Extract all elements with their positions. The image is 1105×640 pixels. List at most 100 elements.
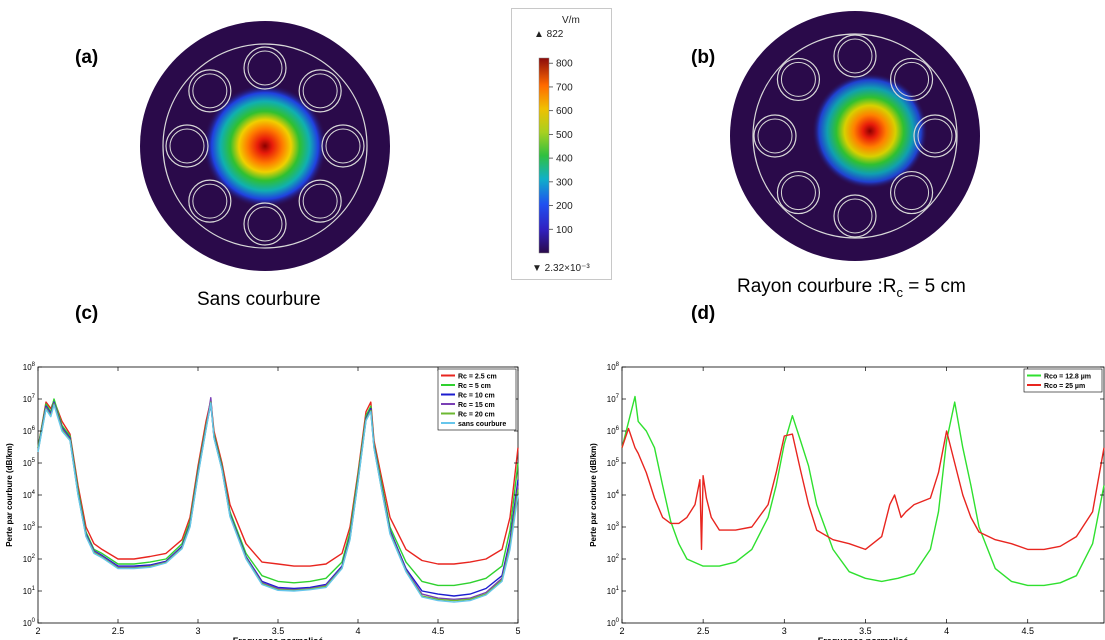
capillary-tube-inner [917, 118, 953, 154]
plot-area [621, 366, 1105, 624]
caption-b-rest: = 5 cm [902, 276, 966, 297]
capillary-tube-outer [188, 179, 232, 223]
capillary-tube-outer [753, 114, 797, 158]
capillary-tube-outer [165, 124, 209, 168]
series-line [37, 399, 519, 567]
x-tick-label: 4.5 [1021, 626, 1034, 636]
y-tick-label: 108 [607, 362, 620, 372]
capillary-tube-inner [837, 198, 873, 234]
y-tick-label: 101 [607, 586, 620, 596]
capillary-tube-outer [188, 69, 232, 113]
capillary-tube-inner [757, 118, 793, 154]
colorbar: V/m ▲ 822 800 700 600 500 400 300 200 100 ▼ 2.3… [532, 15, 590, 274]
colorbar-tick-label: 400 [556, 154, 573, 165]
capillary-tube-inner [302, 73, 338, 109]
x-tick-label: 4 [355, 626, 360, 636]
colorbar-tick-label: 300 [556, 177, 573, 188]
capillary-tube-outer [833, 34, 877, 78]
capillary-tube-outer [321, 124, 365, 168]
y-tick-label: 104 [607, 490, 620, 500]
colorbar-unit: V/m [562, 15, 580, 26]
capillary-tube-inner [325, 128, 361, 164]
x-axis-label: Frequence normalisé [818, 636, 909, 640]
panel-label-c: (c) [75, 303, 99, 324]
fiber-cross-section-b [730, 11, 980, 261]
series-line [37, 402, 519, 603]
caption-b: Rayon courbure :Rc = 5 cm [737, 276, 966, 300]
colorbar-tick-label: 800 [556, 59, 573, 70]
capillary-tube-outer [889, 57, 934, 102]
capillary-tube-inner [837, 38, 873, 74]
y-tick-label: 104 [23, 490, 36, 500]
capillary-tube-outer [776, 57, 821, 102]
y-tick-label: 105 [23, 458, 36, 468]
series-line [621, 427, 1105, 551]
capillary-tube-inner [247, 50, 283, 86]
y-tick-label: 107 [23, 394, 36, 404]
colorbar-min: ▼ 2.32×10⁻³ [532, 263, 590, 274]
legend-entry: Rc = 10 cm [458, 392, 495, 399]
y-tick-label: 101 [23, 586, 36, 596]
colorbar-max: ▲ 822 [534, 29, 564, 40]
capillary-tube-outer [913, 114, 957, 158]
x-tick-label: 2.5 [112, 626, 125, 636]
caption-b-main: Rayon courbure :R [737, 276, 897, 297]
x-tick-label: 3.5 [272, 626, 285, 636]
panel-label-d: (d) [691, 303, 716, 324]
fiber-core-mode-field [812, 73, 928, 189]
chart-d-bend-loss: 100 101 102 103 104 105 106 107 108 2 2.5 3 3.5 4 4.5 F… [589, 362, 1105, 640]
legend-entry: Rc = 2.5 cm [458, 373, 497, 380]
capillary-tube-outer [833, 194, 877, 238]
capillary-tube-outer [776, 170, 821, 215]
x-axis-label: Frequence normalisé [233, 636, 324, 640]
fiber-core-mode-field [203, 84, 327, 208]
series-line [37, 398, 519, 587]
y-tick-label: 103 [607, 522, 620, 532]
x-tick-label: 4.5 [432, 626, 445, 636]
y-tick-label: 102 [23, 554, 36, 564]
capillary-tube-inner [192, 73, 228, 109]
legend-entry: Rc = 20 cm [458, 411, 495, 418]
capillary-tube-outer [298, 69, 342, 113]
capillary-tube-inner [192, 183, 228, 219]
colorbar-tick-label: 500 [556, 130, 573, 141]
colorbar-tick-label: 600 [556, 106, 573, 117]
legend-box [1023, 368, 1103, 393]
y-tick-label: 106 [607, 426, 620, 436]
y-tick-label: 100 [23, 618, 36, 628]
x-tick-label: 5 [515, 626, 520, 636]
legend-entry: Rco = 25 µm [1044, 383, 1085, 390]
x-tick-label: 2 [35, 626, 40, 636]
panel-label-b: (b) [691, 47, 716, 68]
panel-label-a: (a) [75, 47, 99, 68]
capillary-tube-inner [894, 175, 930, 211]
x-tick-label: 2 [619, 626, 624, 636]
x-tick-label: 2.5 [697, 626, 710, 636]
x-tick-label: 3 [195, 626, 200, 636]
y-axis-label: Perte par courbure (dB/km) [5, 443, 14, 547]
capillary-tube-inner [247, 206, 283, 242]
capillary-tube-inner [302, 183, 338, 219]
y-tick-label: 103 [23, 522, 36, 532]
legend-entry: sans courbure [458, 421, 506, 428]
caption-a: Sans courbure [197, 289, 321, 310]
capillary-tube-outer [889, 170, 934, 215]
colorbar-panel: V/m ▲ 822 800 700 600 500 400 300 200 100 ▼ 2.3… [511, 8, 612, 280]
fiber-outer-ring [752, 33, 958, 239]
y-tick-label: 102 [607, 554, 620, 564]
legend-entry: Rco = 12.8 µm [1044, 373, 1091, 380]
capillary-tube-inner [780, 175, 816, 211]
legend-entry: Rc = 15 cm [458, 402, 495, 409]
x-tick-label: 3 [782, 626, 787, 636]
x-tick-label: 4 [944, 626, 949, 636]
capillary-tube-inner [894, 61, 930, 97]
colorbar-tick-label: 100 [556, 225, 573, 236]
capillary-tube-inner [169, 128, 205, 164]
y-axis-label: Perte par courbure (dB/km) [589, 443, 598, 547]
capillary-tube-outer [298, 179, 342, 223]
chart-c-bend-loss: 100 101 102 103 104 105 106 107 108 2 2.5 3 3.5 4 4.5 5… [5, 362, 521, 640]
caption-b-subscript: c [896, 284, 903, 300]
y-tick-label: 108 [23, 362, 36, 372]
capillary-tube-inner [780, 61, 816, 97]
x-tick-label: 3.5 [859, 626, 872, 636]
